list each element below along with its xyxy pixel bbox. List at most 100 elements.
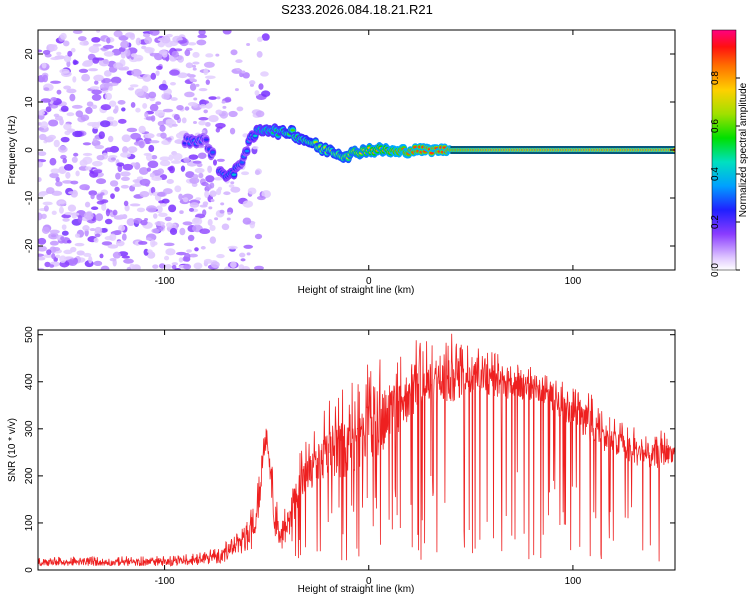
noise-blob bbox=[114, 105, 119, 113]
noise-blob bbox=[129, 185, 136, 192]
noise-blob bbox=[95, 213, 104, 222]
noise-blob bbox=[85, 166, 92, 171]
noise-blob bbox=[192, 61, 200, 65]
noise-blob bbox=[59, 68, 70, 74]
noise-blob bbox=[177, 55, 185, 63]
noise-blob bbox=[88, 45, 100, 54]
noise-blob bbox=[230, 181, 235, 185]
y-tick-label: 300 bbox=[24, 420, 35, 437]
noise-blob bbox=[93, 74, 104, 82]
noise-blob bbox=[204, 75, 216, 80]
noise-blob bbox=[228, 110, 238, 118]
noise-blob bbox=[121, 134, 131, 143]
noise-blob bbox=[188, 253, 198, 258]
noise-blob bbox=[181, 117, 187, 124]
noise-blob bbox=[117, 100, 126, 105]
noise-blob bbox=[96, 193, 103, 201]
figure-title: S233.2026.084.18.21.R21 bbox=[281, 2, 433, 17]
noise-blob bbox=[144, 111, 149, 118]
noise-blob bbox=[213, 177, 223, 181]
noise-blob bbox=[162, 108, 174, 113]
noise-blob bbox=[104, 235, 114, 241]
noise-blob bbox=[82, 225, 90, 232]
colorbar-ticks: 0.0 0.2 0.4 0.6 0.8 bbox=[710, 71, 740, 277]
noise-blob bbox=[120, 40, 130, 49]
noise-blob bbox=[59, 118, 64, 126]
noise-blob bbox=[49, 264, 55, 268]
noise-blob bbox=[101, 77, 112, 84]
noise-blob bbox=[109, 258, 117, 262]
noise-blob bbox=[94, 226, 103, 234]
noise-blob bbox=[132, 179, 142, 183]
noise-blob bbox=[187, 102, 198, 107]
noise-blob bbox=[249, 83, 254, 87]
noise-blob bbox=[202, 201, 209, 206]
noise-blob bbox=[99, 83, 111, 91]
noise-blob bbox=[230, 186, 241, 193]
noise-blob bbox=[200, 245, 206, 250]
noise-blob bbox=[50, 57, 61, 61]
noise-blob bbox=[127, 146, 138, 153]
ridge-core bbox=[290, 129, 295, 132]
noise-blob bbox=[145, 237, 152, 241]
noise-blob bbox=[146, 205, 157, 213]
noise-blob bbox=[72, 130, 83, 138]
noise-blob bbox=[144, 133, 155, 139]
noise-blob bbox=[43, 87, 50, 91]
noise-blob bbox=[70, 180, 79, 185]
noise-blob bbox=[210, 198, 215, 202]
noise-blob bbox=[257, 36, 263, 42]
noise-blob bbox=[249, 80, 256, 86]
noise-blob bbox=[38, 267, 45, 270]
noise-blob bbox=[41, 226, 50, 234]
noise-blob bbox=[209, 236, 217, 244]
noise-blob bbox=[47, 134, 57, 140]
snr-xlabel: Height of straight line (km) bbox=[298, 584, 415, 595]
noise-blob bbox=[149, 103, 159, 112]
noise-blob bbox=[49, 172, 59, 179]
noise-blob bbox=[182, 256, 188, 262]
colorbar-gradient bbox=[711, 29, 737, 271]
noise-blob bbox=[149, 30, 160, 36]
noise-blob bbox=[178, 257, 184, 263]
noise-blob bbox=[197, 34, 208, 39]
noise-blob bbox=[143, 137, 152, 145]
noise-blob bbox=[154, 221, 166, 226]
noise-blob bbox=[38, 237, 47, 245]
noise-blob bbox=[104, 218, 113, 225]
noise-blob bbox=[53, 113, 60, 118]
noise-blob bbox=[193, 97, 198, 101]
noise-blob bbox=[246, 43, 251, 47]
noise-blob bbox=[207, 218, 213, 226]
noise-blob bbox=[234, 88, 239, 92]
noise-blob bbox=[185, 171, 195, 179]
noise-blob bbox=[76, 250, 85, 256]
noise-blob bbox=[229, 127, 236, 135]
noise-blob bbox=[134, 88, 145, 97]
noise-blob bbox=[212, 159, 218, 166]
noise-blob bbox=[221, 100, 226, 104]
noise-blob bbox=[71, 104, 83, 109]
noise-blob bbox=[66, 239, 72, 244]
noise-blob bbox=[186, 249, 192, 253]
noise-blob bbox=[136, 207, 146, 213]
noise-blob bbox=[261, 90, 271, 97]
noise-blob bbox=[133, 217, 143, 224]
noise-blob bbox=[145, 153, 153, 161]
noise-blob bbox=[115, 240, 125, 247]
y-tick-label: -20 bbox=[24, 238, 35, 253]
noise-blob bbox=[124, 48, 131, 57]
noise-blob bbox=[109, 180, 119, 187]
noise-blob bbox=[197, 152, 207, 159]
noise-blob bbox=[152, 264, 159, 269]
noise-blob bbox=[38, 256, 46, 261]
noise-blob bbox=[203, 258, 213, 264]
noise-blob bbox=[120, 152, 131, 158]
noise-blob bbox=[126, 218, 136, 226]
noise-blob bbox=[236, 68, 241, 72]
noise-blob bbox=[223, 266, 231, 270]
noise-blob bbox=[199, 104, 207, 109]
noise-blob bbox=[165, 248, 176, 256]
noise-blob bbox=[203, 61, 215, 68]
noise-blob bbox=[92, 57, 100, 64]
